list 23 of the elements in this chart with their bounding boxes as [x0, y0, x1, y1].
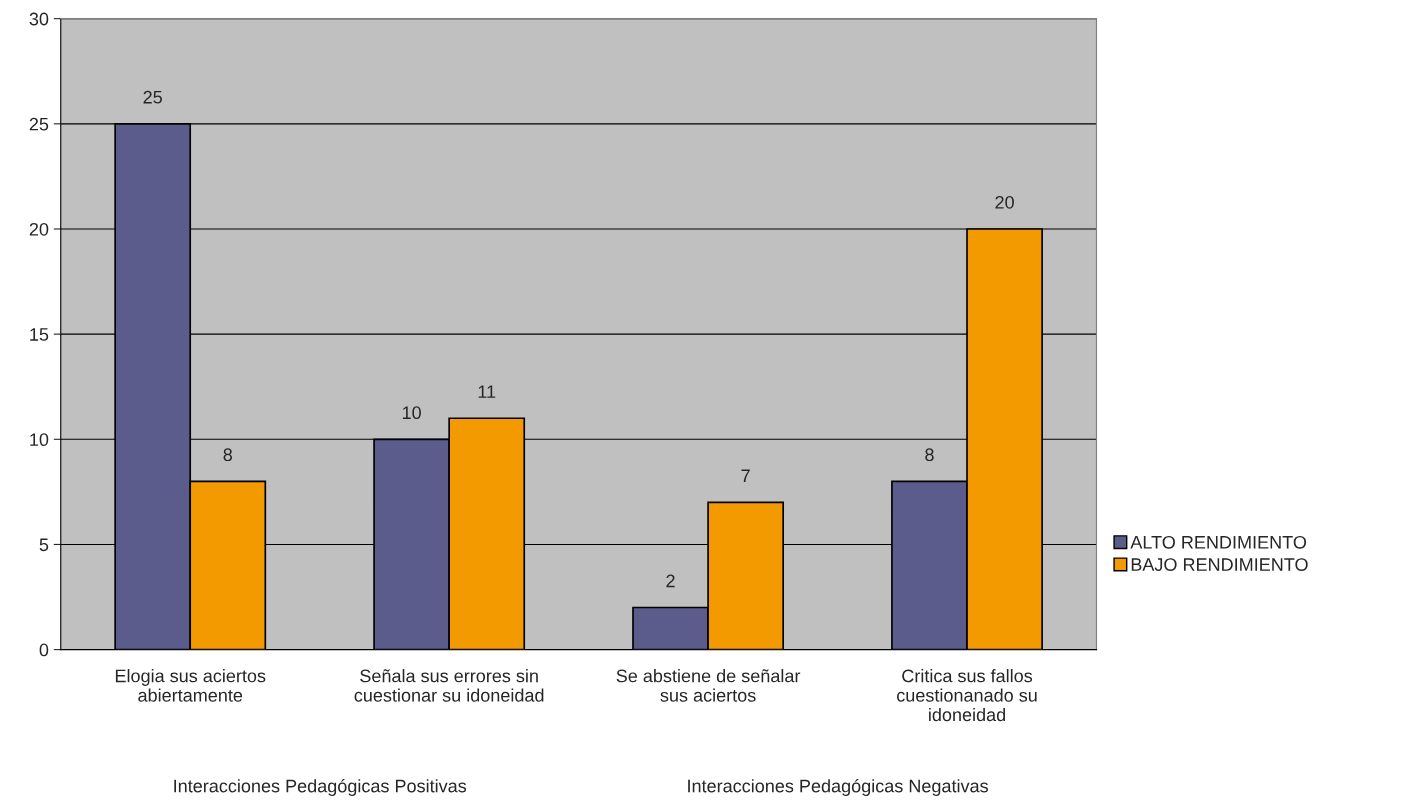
legend-label: ALTO RENDIMIENTO [1130, 535, 1307, 549]
data-label: 2 [666, 574, 675, 588]
data-label: 10 [402, 406, 421, 420]
data-label: 25 [143, 90, 162, 104]
data-label: 11 [478, 385, 496, 398]
y-tick-label: 25 [29, 117, 49, 131]
y-tick-label: 15 [30, 328, 49, 341]
y-tick-label: 5 [39, 538, 49, 552]
data-label: 20 [995, 195, 1014, 209]
text: Interacciones Pedagógicas Positivas [174, 778, 467, 796]
data-label: 7 [741, 469, 750, 482]
legend-label: BAJO RENDIMIENTO [1131, 558, 1308, 571]
y-tick-label: 20 [29, 222, 49, 236]
data-label: 8 [925, 448, 934, 462]
x-tick-label: Elogia sus aciertos abiertamente [115, 669, 266, 702]
x-tick-label: Se abstiene de señalar sus aciertos [616, 669, 801, 702]
data-label: 8 [223, 448, 233, 462]
x-tick-label: Señala sus errores sin cuestionar su idoneidad [354, 669, 544, 702]
y-tick-label: 0 [39, 643, 49, 657]
y-tick-label: 30 [29, 12, 49, 26]
text: Interacciones Pedagógicas Negativas [688, 778, 988, 796]
x-tick-label: Critica sus fallos cuestionanado su idoneidad [897, 669, 1037, 722]
y-tick-label: 10 [30, 433, 49, 447]
